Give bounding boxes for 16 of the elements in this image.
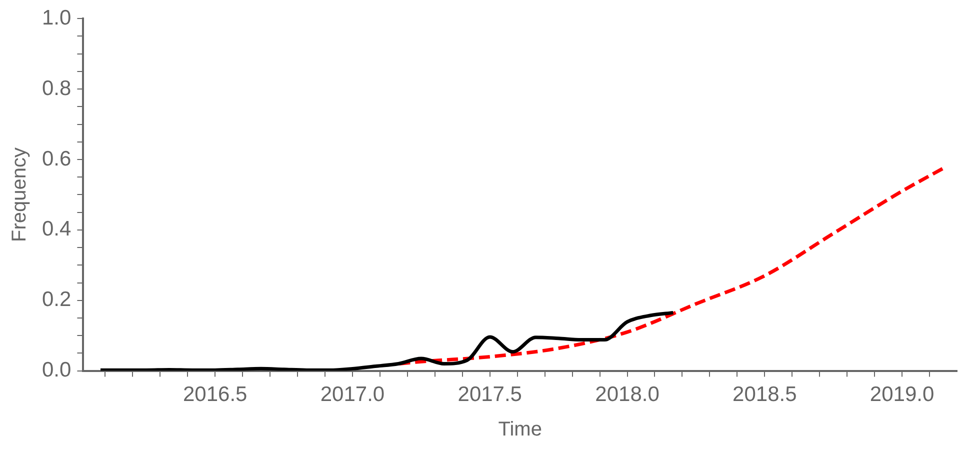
x-tick-label: 2019.0	[870, 383, 934, 406]
line-series	[397, 166, 946, 366]
x-axis-title: Time	[498, 418, 542, 441]
line-series	[98, 310, 675, 371]
x-tick-label: 2016.5	[182, 383, 248, 406]
y-tick-label: 0.6	[42, 147, 72, 170]
x-tick-label: 2018.5	[732, 383, 797, 406]
y-tick-label: 0.8	[42, 76, 72, 100]
y-tick-label: 0.2	[42, 288, 72, 312]
x-tick-label: 2018.0	[595, 383, 660, 406]
y-tick-label: 0.4	[42, 218, 72, 241]
y-axis-title: Frequency	[8, 147, 31, 242]
y-tick-label: 0.0	[42, 358, 72, 382]
y-tick-label: 1.0	[42, 6, 72, 30]
x-tick-label: 2017.0	[320, 383, 385, 406]
x-tick-label: 2017.5	[458, 383, 522, 406]
